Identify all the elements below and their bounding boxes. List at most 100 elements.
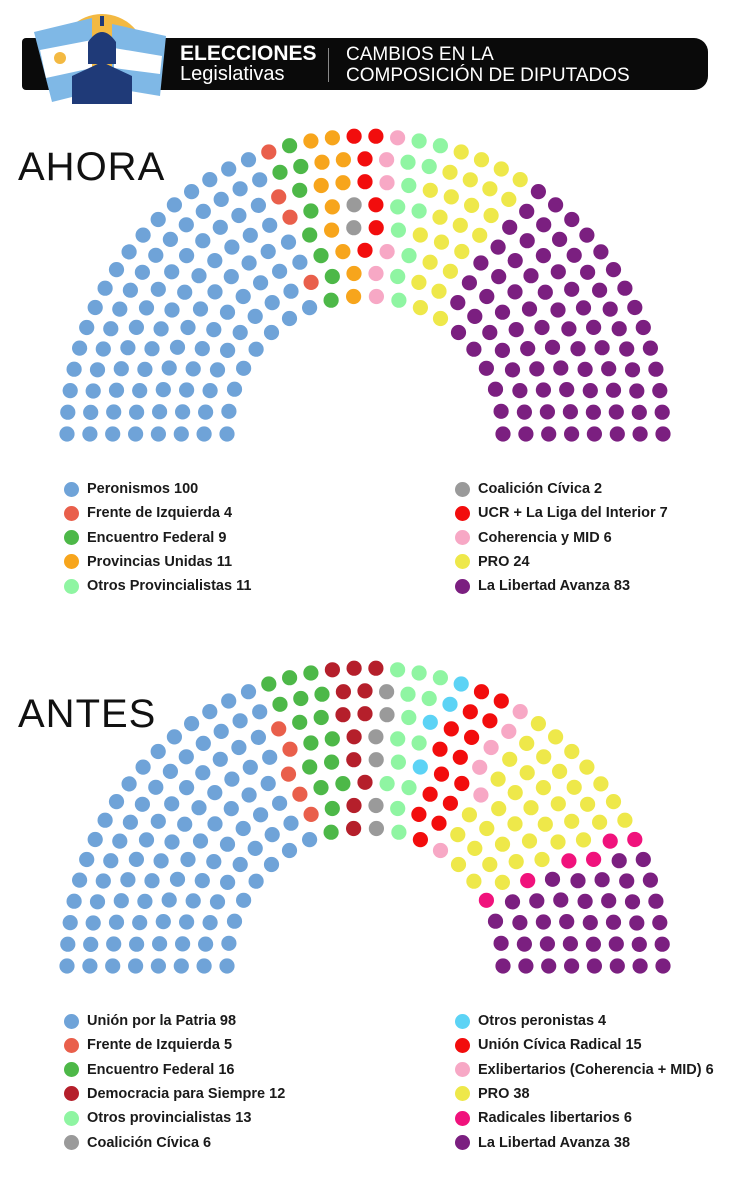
seat-pro — [412, 227, 428, 243]
seat-union-por-la-patria — [195, 735, 211, 751]
seat-la-libertad-avanza — [627, 299, 643, 316]
seat-ucr-la-liga-del-interior — [357, 151, 373, 167]
seat-la-libertad-avanza — [566, 247, 582, 263]
seat-la-libertad-avanza — [580, 264, 596, 280]
seat-peronismos — [128, 426, 144, 442]
seat-la-libertad-avanza — [601, 361, 617, 377]
legend-label: PRO — [478, 1085, 510, 1102]
section-label-ahora: AHORA — [18, 145, 166, 189]
seat-peronismos — [153, 321, 169, 337]
legend-label: UCR + La Liga del Interior — [478, 505, 656, 522]
seat-peronismos — [112, 301, 128, 317]
seat-la-libertad-avanza — [450, 324, 467, 341]
seat-peronismos — [207, 253, 223, 269]
seat-peronismos — [106, 404, 122, 420]
seat-democracia-para-siempre — [357, 706, 373, 722]
seat-democracia-para-siempre — [346, 729, 362, 745]
legend-swatch — [455, 1086, 470, 1102]
seat-peronismos — [72, 340, 88, 356]
seat-la-libertad-avanza — [512, 383, 528, 399]
seat-union-por-la-patria — [97, 812, 113, 828]
legend-value: 98 — [219, 1013, 237, 1029]
seat-la-libertad-avanza — [553, 360, 569, 376]
seat-union-por-la-patria — [153, 853, 169, 869]
seat-peronismos — [138, 300, 155, 316]
seat-peronismos — [177, 284, 193, 300]
legend-item-encuentro-federal: Encuentro Federal 9 — [64, 528, 226, 548]
congress-flag-logo — [34, 14, 166, 104]
legend-value: 11 — [216, 553, 233, 570]
seat-union-por-la-patria — [62, 915, 78, 931]
seat-union-por-la-patria — [221, 693, 237, 709]
seat-pro — [536, 749, 552, 765]
seat-union-por-la-patria — [180, 851, 196, 868]
seat-frente-de-izquierda — [303, 806, 319, 822]
seat-union-por-la-patria — [232, 713, 248, 729]
seat-peronismos — [262, 217, 278, 233]
legend-item-la-libertad-avanza: La Libertad Avanza 83 — [455, 576, 630, 596]
seat-peronismos — [213, 191, 229, 207]
seat-peronismos — [148, 247, 164, 263]
seat-peronismos — [59, 426, 75, 442]
seat-pro — [530, 716, 547, 732]
seat-otros-peronistas — [453, 676, 469, 692]
seat-exlibertarios-coherencia-mid — [473, 787, 489, 803]
seat-pro — [452, 217, 468, 233]
seat-la-libertad-avanza — [495, 958, 511, 974]
seat-union-por-la-patria — [195, 765, 211, 781]
seat-pro — [502, 751, 518, 767]
seat-pro — [575, 832, 592, 848]
legend-label: La Libertad Avanza — [478, 578, 610, 595]
seat-la-libertad-avanza — [608, 936, 624, 952]
seat-pro — [535, 780, 552, 796]
seat-union-civica-radical — [432, 741, 448, 757]
seat-union-por-la-patria — [137, 893, 153, 909]
seat-radicales-libertarios — [627, 831, 643, 848]
legend-swatch — [64, 1110, 79, 1126]
seat-radicales-libertarios — [602, 833, 618, 849]
page-title-line2: COMPOSICIÓN DE DIPUTADOS — [346, 65, 630, 86]
legend-item-coalicion-civica: Coalición Cívica 6 — [64, 1133, 211, 1153]
seat-pro — [472, 227, 488, 243]
seat-otros-provincialistas — [411, 735, 427, 751]
seat-la-libertad-avanza — [487, 913, 504, 929]
seat-peronismos — [66, 361, 82, 377]
seat-peronismos — [272, 263, 288, 279]
seat-la-libertad-avanza — [655, 426, 671, 442]
seat-la-libertad-avanza — [544, 339, 561, 355]
seat-frente-de-izquierda — [282, 209, 298, 225]
page-title: CAMBIOS EN LA COMPOSICIÓN DE DIPUTADOS — [346, 44, 630, 86]
seat-pro — [454, 243, 470, 260]
seat-union-por-la-patria — [103, 853, 119, 869]
seat-union-por-la-patria — [212, 751, 228, 767]
seat-la-libertad-avanza — [601, 893, 617, 909]
seat-union-por-la-patria — [202, 915, 218, 931]
seat-peronismos — [113, 361, 129, 377]
seat-la-libertad-avanza — [642, 340, 659, 356]
seat-peronismos — [280, 234, 297, 250]
seat-coherencia-y-mid — [379, 152, 395, 168]
seat-la-libertad-avanza — [508, 322, 524, 338]
seat-union-por-la-patria — [108, 794, 125, 810]
seat-encuentro-federal — [313, 709, 329, 726]
legend-label: Frente de Izquierda — [87, 505, 220, 522]
seat-la-libertad-avanza — [611, 321, 627, 337]
seat-pro — [411, 274, 427, 290]
seat-peronismos — [195, 203, 211, 219]
seat-peronismos — [207, 284, 223, 300]
seat-frente-de-izquierda — [271, 189, 287, 205]
seat-provincias-unidas — [335, 175, 351, 191]
legend-value: 38 — [513, 1085, 530, 1102]
seat-democracia-para-siempre — [357, 683, 373, 699]
seat-provincias-unidas — [324, 222, 340, 238]
seat-union-por-la-patria — [178, 749, 194, 765]
seat-la-libertad-avanza — [534, 319, 550, 336]
seat-pro — [494, 874, 510, 890]
seat-la-libertad-avanza — [550, 302, 566, 318]
seat-la-libertad-avanza — [461, 275, 477, 291]
seat-coherencia-y-mid — [368, 265, 384, 282]
seat-union-por-la-patria — [196, 958, 212, 974]
seat-provincias-unidas — [313, 177, 329, 194]
seat-democracia-para-siempre — [346, 797, 362, 814]
seat-peronismos — [150, 426, 166, 442]
